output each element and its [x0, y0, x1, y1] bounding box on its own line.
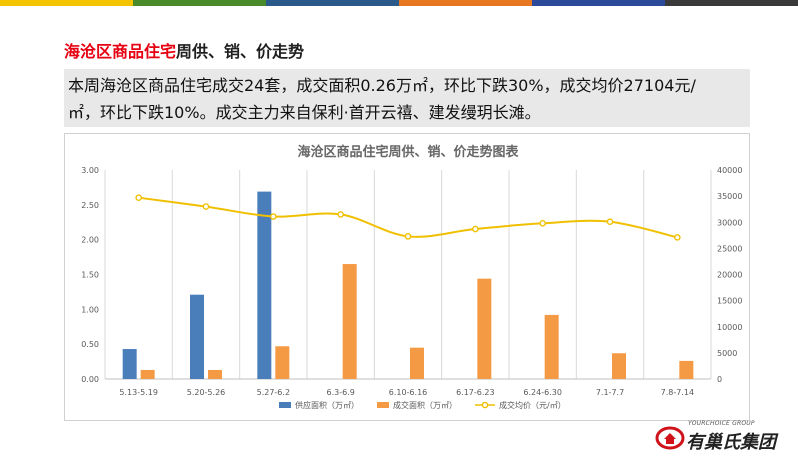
- y-left-tick-label: 2.50: [81, 201, 99, 210]
- x-tick-label: 6.3-6.9: [326, 388, 354, 397]
- price-point: [472, 225, 479, 233]
- page-title: 海沧区商品住宅周供、销、价走势: [64, 38, 304, 62]
- brand-name-en: YOURCHOICE GROUP: [688, 420, 755, 427]
- y-left-tick-label: 0.00: [81, 375, 99, 384]
- bar-supply: [257, 191, 272, 379]
- legend-label: 成交均价（元/㎡）: [499, 400, 566, 410]
- y-right-tick-label: 5000: [717, 349, 737, 358]
- y-right-tick-label: 0: [717, 375, 722, 384]
- price-point: [674, 234, 681, 241]
- y-right-tick-label: 10000: [717, 323, 742, 332]
- chart-svg: 海沧区商品住宅周供、销、价走势图表 0.00 0.50 1.00 1.50 2.00 2.5…: [81, 144, 742, 410]
- top-bar-segment: [399, 0, 532, 6]
- legend-label: 供应面积（万㎡）: [295, 400, 359, 410]
- top-bar-segment: [0, 0, 133, 6]
- x-tick-label: 7.1-7.7: [596, 388, 624, 397]
- price-point: [606, 218, 614, 226]
- chart-title: 海沧区商品住宅周供、销、价走势图表: [297, 144, 519, 160]
- y-right-tick-label: 20000: [717, 271, 742, 280]
- top-bar-segment: [532, 0, 665, 6]
- summary-line-2: ㎡，环比下跌10%。成交主力来自保利·首开云禧、建发缦玥长滩。: [68, 103, 541, 122]
- y-left-tick-label: 3.00: [81, 166, 99, 175]
- top-color-bar: [0, 0, 798, 6]
- x-tick-label: 6.24-6.30: [523, 388, 562, 397]
- page-title-highlight: 海沧区商品住宅: [64, 42, 177, 61]
- y-right-tick-label: 40000: [717, 166, 742, 175]
- x-tick-label: 5.27-6.2: [257, 388, 290, 397]
- legend-swatch: [481, 401, 489, 409]
- price-point: [539, 219, 546, 227]
- top-bar-segment: [133, 0, 266, 6]
- x-tick-label: 7.8-7.14: [661, 388, 694, 397]
- bar-sales: [140, 369, 155, 379]
- bar-sales: [612, 353, 626, 379]
- x-tick-label: 6.10-6.16: [389, 388, 428, 397]
- y-right-tick-label: 25000: [717, 244, 742, 253]
- x-tick-label: 5.20-5.26: [187, 388, 226, 397]
- x-tick-label: 6.17-6.23: [456, 388, 495, 397]
- bar-supply: [122, 349, 137, 379]
- y-left-tick-label: 1.50: [81, 271, 99, 280]
- y-right-tick-label: 35000: [717, 192, 742, 201]
- bar-supply: [190, 294, 204, 379]
- summary-box: 本周海沧区商品住宅成交24套，成交面积0.26万㎡，环比下跌30%，成交均价27…: [64, 69, 750, 127]
- price-point: [135, 194, 142, 201]
- price-line: [138, 196, 678, 239]
- price-point: [337, 211, 344, 218]
- x-tick-label: 5.13-5.19: [119, 388, 158, 397]
- top-bar-segment: [665, 0, 798, 6]
- legend-swatch: [279, 402, 291, 408]
- bar-sales: [477, 278, 492, 379]
- bar-sales: [410, 347, 424, 379]
- y-right-tick-label: 15000: [717, 297, 742, 306]
- bar-sales: [208, 369, 222, 379]
- bar-sales: [544, 314, 559, 379]
- price-point: [404, 233, 412, 240]
- brand-logo-icon: [655, 426, 685, 450]
- y-right-tick-label: 30000: [717, 218, 742, 227]
- chart-container: 海沧区商品住宅周供、销、价走势图表 0.00 0.50 1.00 1.50 2.00 2.5…: [64, 133, 750, 421]
- y-left-tick-label: 2.00: [81, 236, 99, 245]
- bar-sales: [342, 264, 357, 379]
- y-left-tick-label: 0.50: [81, 340, 99, 349]
- brand-name-cn: 有巢氏集团: [686, 432, 776, 453]
- legend-label: 成交面积（万㎡）: [393, 400, 457, 410]
- bar-sales: [275, 346, 290, 379]
- legend-swatch: [377, 402, 389, 408]
- top-bar-segment: [266, 0, 399, 6]
- page-title-rest: 周供、销、价走势: [176, 42, 305, 61]
- price-point: [270, 213, 277, 220]
- summary-line-1: 本周海沧区商品住宅成交24套，成交面积0.26万㎡，环比下跌30%，成交均价27…: [68, 76, 696, 95]
- y-left-tick-label: 1.00: [81, 305, 99, 314]
- price-point: [202, 203, 210, 210]
- bar-sales: [679, 360, 694, 379]
